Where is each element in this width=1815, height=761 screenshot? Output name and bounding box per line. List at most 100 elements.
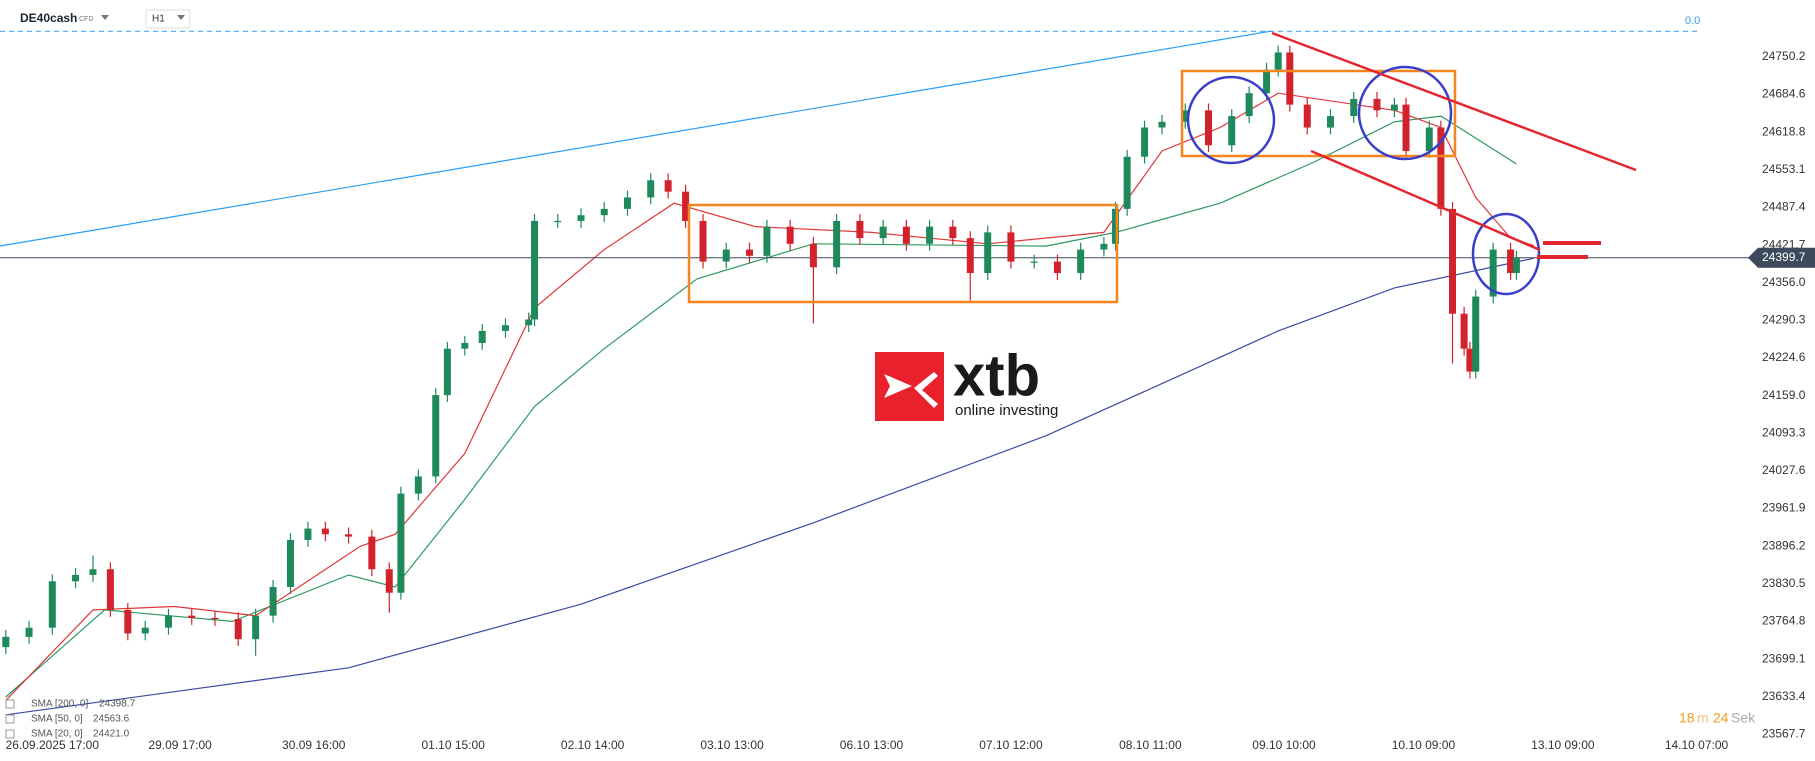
- y-tick-label: 24159.0: [1762, 388, 1806, 402]
- candle-body: [682, 191, 690, 221]
- candle-body: [531, 220, 539, 320]
- y-tick-label: 24618.8: [1762, 124, 1806, 138]
- candle-body: [124, 609, 132, 634]
- price-tag-label: 24399.7: [1762, 250, 1806, 264]
- countdown-minutes: 18: [1679, 710, 1695, 726]
- countdown-unit: m: [1697, 710, 1709, 726]
- legend-value: 24398.7: [99, 699, 136, 710]
- candle-body: [763, 226, 771, 256]
- candle-body: [252, 615, 260, 640]
- header: DE40cash CFD H1: [20, 9, 191, 29]
- candle-body: [1007, 232, 1015, 262]
- y-tick-label: 24553.1: [1762, 162, 1806, 176]
- candle-body: [287, 540, 294, 588]
- candle-body: [1460, 313, 1468, 349]
- candle-body: [368, 536, 376, 570]
- y-tick-label: 23633.4: [1762, 689, 1806, 703]
- y-tick-label: 24487.4: [1762, 200, 1806, 214]
- sma-line: [5, 257, 1534, 716]
- candle-body: [1437, 127, 1445, 209]
- x-tick-label: 01.10 15:00: [421, 738, 485, 752]
- candle-body: [722, 249, 730, 262]
- candle-body: [1263, 69, 1271, 94]
- x-tick-label: 14.10 07:00: [1665, 738, 1729, 752]
- candle-body: [833, 220, 841, 268]
- legend-icon: [5, 714, 15, 724]
- logo-tagline: online investing: [955, 402, 1058, 419]
- x-tick-label: 13.10 09:00: [1531, 738, 1595, 752]
- candle-body: [72, 574, 80, 582]
- x-tick-label: 26.09.2025 17:00: [6, 738, 100, 752]
- y-tick-label: 24027.6: [1762, 463, 1806, 477]
- x-tick-label: 02.10 14:00: [561, 738, 625, 752]
- y-tick-label: 23567.7: [1762, 727, 1806, 741]
- candle-body: [443, 348, 451, 396]
- candle-body: [385, 569, 393, 593]
- candle-body: [1204, 110, 1212, 146]
- highlight-circle: [1186, 75, 1276, 165]
- range-box: [687, 203, 1119, 304]
- trend-line: [0, 30, 1273, 247]
- y-tick-label: 24224.6: [1762, 350, 1806, 364]
- x-tick-label: 07.10 12:00: [979, 738, 1043, 752]
- candle-body: [1303, 104, 1311, 128]
- candle-body: [577, 215, 585, 221]
- candle-body: [1472, 296, 1480, 372]
- candle-body: [501, 325, 509, 331]
- countdown-seconds: 24: [1713, 710, 1729, 726]
- candle-body: [1053, 261, 1061, 274]
- timeframe-box[interactable]: [145, 9, 191, 29]
- candle-body: [699, 220, 707, 262]
- x-tick-label: 30.09 16:00: [282, 738, 346, 752]
- candle-body: [647, 180, 655, 198]
- candle-body: [966, 238, 974, 274]
- watermark-logo: xtb online investing: [875, 343, 1058, 421]
- candle-body: [1402, 104, 1410, 152]
- candle-body: [1100, 243, 1108, 250]
- range-box: [1180, 69, 1457, 158]
- candle-body: [188, 615, 196, 618]
- sma-line: [5, 92, 1534, 701]
- y-tick-label: 23830.5: [1762, 576, 1806, 590]
- logo-mark: [884, 372, 938, 408]
- indicator-lines: [5, 92, 1534, 716]
- candle-body: [1425, 127, 1433, 152]
- candle-body: [414, 476, 422, 494]
- candle-body: [106, 569, 114, 610]
- countdown: 18 m 24 Sek: [1679, 710, 1756, 726]
- candle-body: [1112, 208, 1120, 244]
- candle-body: [1030, 261, 1038, 263]
- candle-body: [1466, 348, 1474, 372]
- candle-body: [1449, 208, 1456, 314]
- annotations: [687, 31, 1637, 304]
- candle-body: [1228, 116, 1236, 146]
- symbol: DE40cash: [20, 11, 77, 25]
- x-tick-label: 08.10 11:00: [1119, 738, 1182, 752]
- y-tick-label: 23764.8: [1762, 614, 1806, 628]
- candle-body: [525, 319, 533, 326]
- candle-body: [1350, 98, 1358, 117]
- legend-value: 24421.0: [93, 729, 130, 740]
- channel-line: [1271, 31, 1637, 172]
- candle-body: [623, 197, 631, 209]
- legend-name: SMA [20, 0]: [31, 729, 83, 740]
- candle-body: [949, 226, 957, 239]
- y-tick-label: 23961.9: [1762, 501, 1806, 515]
- candle-body: [902, 226, 910, 244]
- y-tick-label: 24684.6: [1762, 87, 1806, 101]
- candle-body: [141, 627, 149, 634]
- candle-body: [1286, 52, 1294, 105]
- legend: SMA [200, 0] 24398.7 SMA [50, 0] 24563.6 SMA…: [5, 699, 136, 740]
- candle-body: [25, 627, 33, 637]
- dropdown-arrow[interactable]: [177, 15, 185, 20]
- candle-body: [1245, 93, 1253, 117]
- logo-brand: xtb: [953, 343, 1040, 408]
- y-tick-label: 23699.1: [1762, 651, 1806, 665]
- countdown-unit: Sek: [1731, 710, 1756, 726]
- candle-body: [345, 534, 353, 537]
- dropdown-arrow[interactable]: [101, 15, 109, 20]
- y-tick-label: 24750.2: [1762, 49, 1806, 63]
- instrument-type: CFD: [79, 16, 93, 23]
- candle-body: [234, 619, 242, 640]
